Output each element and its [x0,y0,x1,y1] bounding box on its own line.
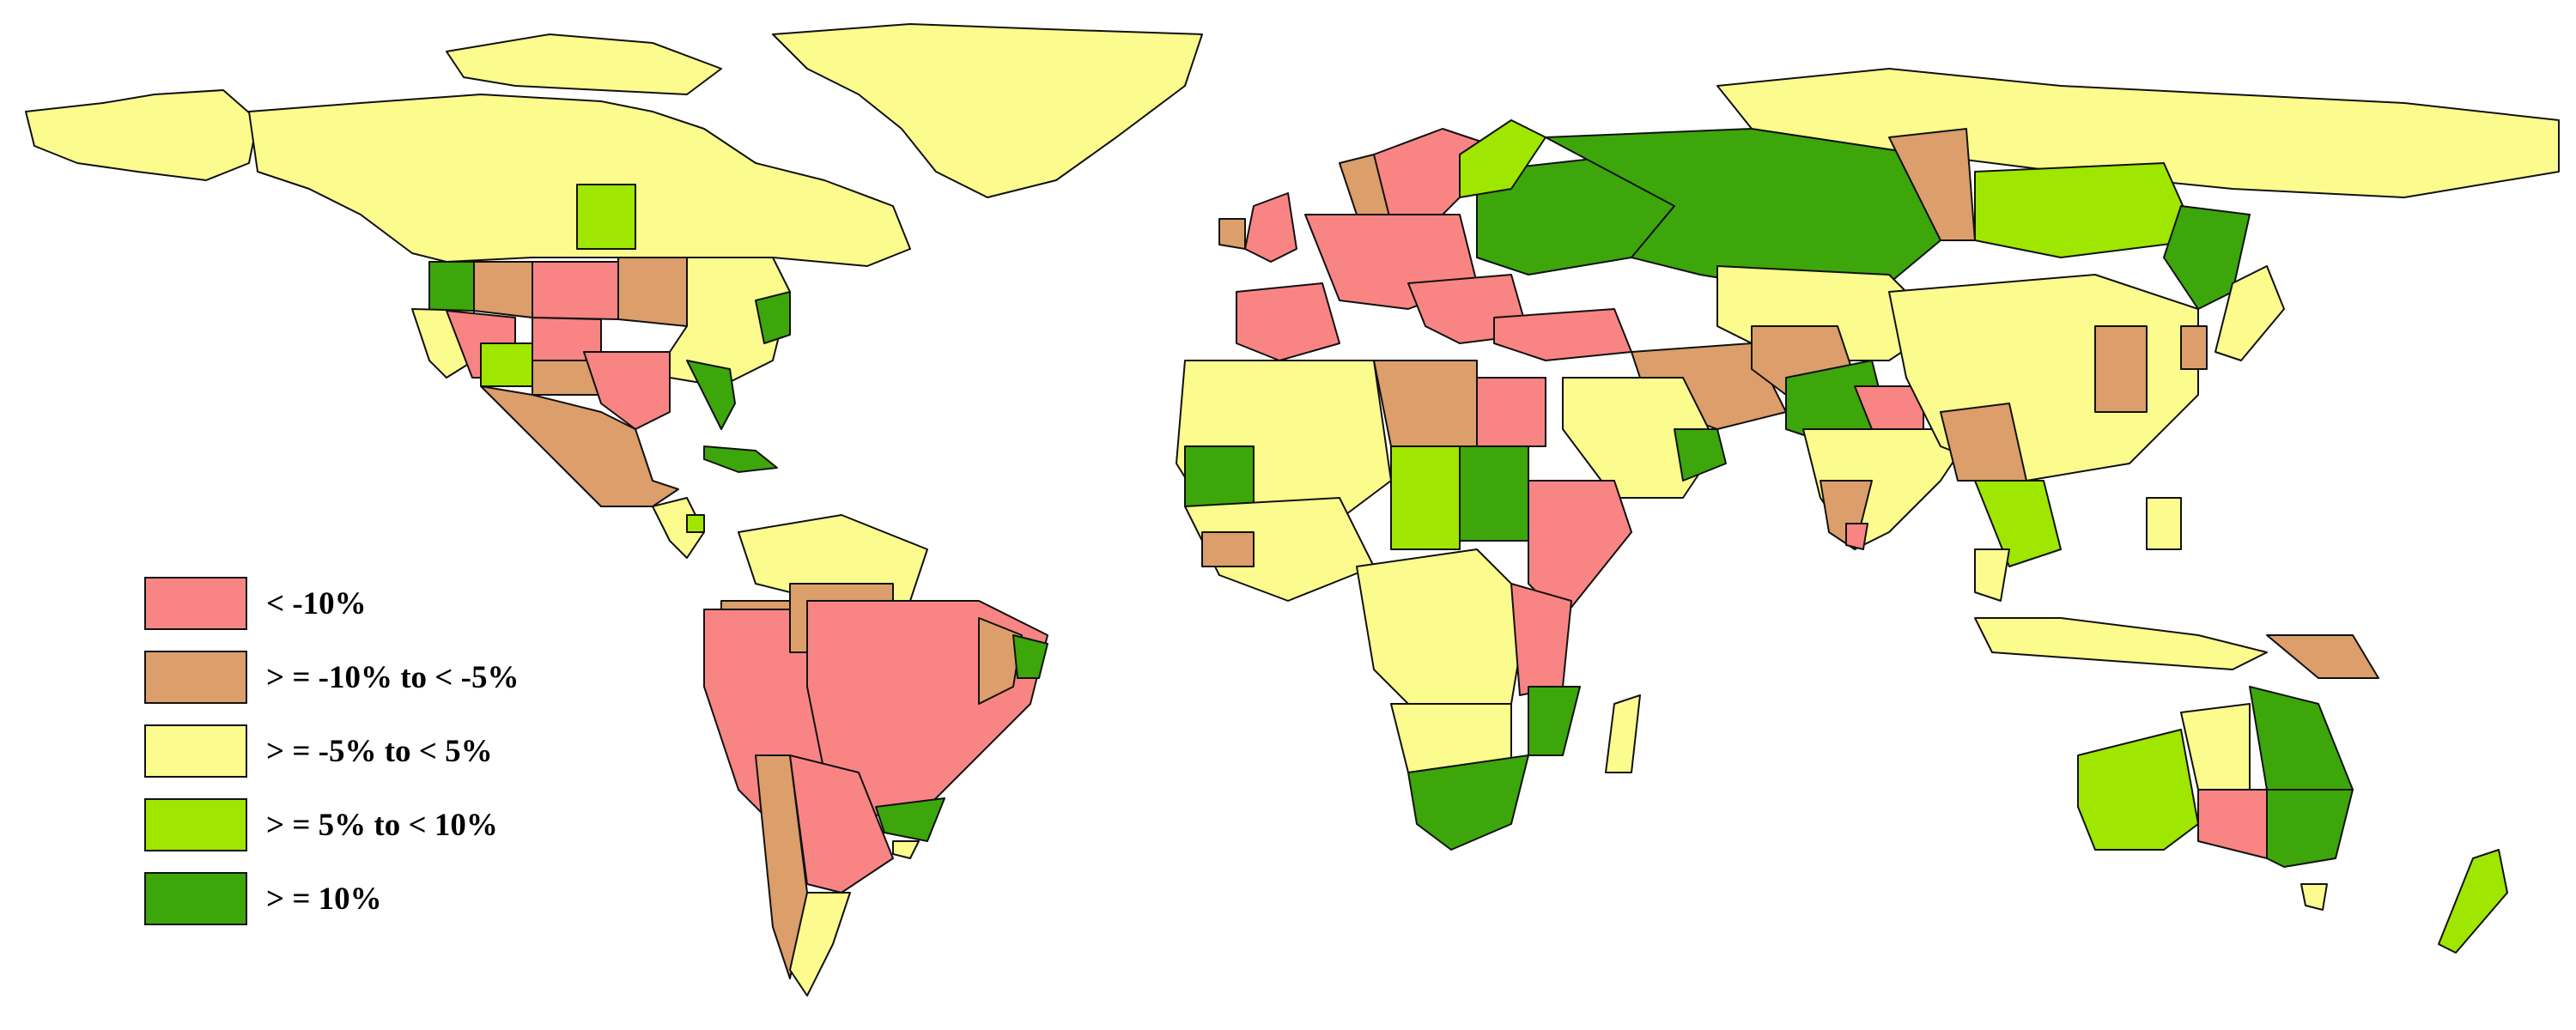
region-mexico [480,385,679,507]
region-china-east [2094,325,2148,413]
region-libya [1373,360,1478,447]
region-indonesia [1974,617,2268,670]
region-indochina [1974,480,2062,567]
region-uruguay [892,840,920,859]
region-brazil-east [1012,634,1048,679]
region-texas [583,351,671,430]
region-oman [1674,428,1727,482]
region-philippines [2146,497,2182,550]
region-greenland [772,23,1203,198]
legend: < -10% > = -10% to < -5% > = -5% to < 5%… [144,566,519,936]
region-brazil-south [875,797,945,842]
region-us-plains [617,257,688,327]
region-arabia [1562,377,1718,499]
legend-swatch [144,798,247,851]
region-arizona [480,342,533,387]
region-turkey [1493,308,1632,361]
region-sudan [1459,445,1529,542]
region-alaska [25,89,258,181]
legend-swatch [144,577,247,630]
region-east-africa [1510,583,1572,696]
region-far-east [2163,205,2251,310]
region-japan [2215,265,2285,361]
region-mozambique [1528,686,1581,756]
region-manitoba [576,184,636,250]
legend-label: > = 5% to < 10% [266,807,498,843]
region-canada [248,94,911,267]
region-argentina-south [789,892,851,997]
region-central-africa [1356,548,1529,722]
region-new-zealand [2438,849,2508,954]
region-us-northwest [473,261,533,318]
region-northern-territory [2180,703,2251,791]
region-western-australia [2077,729,2199,851]
legend-item-below-minus-10: < -10% [144,566,519,640]
region-iberia [1236,282,1340,361]
region-horn-of-africa [1528,480,1632,619]
region-washington [428,261,475,312]
region-madagascar [1605,694,1641,773]
legend-item-5-to-10: > = 5% to < 10% [144,788,519,862]
legend-item-above-10: > = 10% [144,862,519,936]
legend-label: > = -5% to < 5% [266,733,493,769]
region-florida [686,360,736,430]
region-argentina-north [789,754,894,894]
region-egypt [1476,377,1546,447]
legend-label: < -10% [266,585,367,621]
legend-swatch [144,724,247,778]
region-south-africa [1407,754,1529,851]
region-tasmania [2300,883,2328,911]
legend-label: > = 10% [266,881,382,917]
region-arctic-islands [446,33,722,95]
region-siberia [1974,162,2199,258]
region-central-america [652,497,705,559]
region-cuba [703,445,778,473]
legend-item-minus-10-to-minus-5: > = -10% to < -5% [144,640,519,714]
region-baltic [1459,119,1546,198]
region-south-australia [2197,789,2268,859]
region-ireland [1218,218,1246,250]
legend-swatch [144,872,247,925]
region-west-africa-coast [1201,531,1255,567]
region-sri-lanka [1845,523,1868,550]
legend-label: > = -10% to < -5% [266,659,519,695]
region-mauritania [1184,445,1255,507]
region-brazil-northeast [978,617,1023,705]
region-panama [686,514,705,533]
legend-item-minus-5-to-5: > = -5% to < 5% [144,714,519,788]
region-chad [1390,445,1461,550]
region-papua [2266,634,2379,679]
legend-swatch [144,651,247,704]
region-korea [2180,325,2208,370]
region-queensland [2249,686,2354,791]
region-malaysia [1974,548,2010,602]
region-new-south-wales [2266,789,2354,868]
region-uk [1244,192,1297,263]
region-us-plains-north [532,261,619,320]
region-us-east-coast [755,291,791,344]
